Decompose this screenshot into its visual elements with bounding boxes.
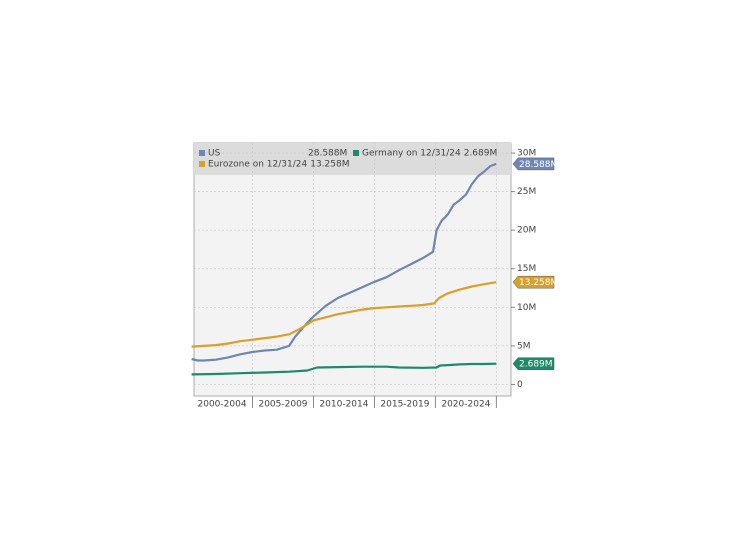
- legend-value: 2.689M: [464, 149, 498, 159]
- x-tick-label: 2000-2004: [198, 400, 247, 410]
- series-line: [191, 362, 497, 376]
- y-tick-label: 25M: [517, 187, 536, 197]
- y-tick-label: 10M: [517, 303, 536, 313]
- legend-label: Eurozone on 12/31/24: [208, 160, 307, 170]
- end-tag-label: 2.689M: [519, 360, 553, 370]
- end-tag-shape: [512, 357, 555, 370]
- legend-box: [194, 143, 511, 175]
- y-tick-label: 0: [517, 380, 523, 390]
- y-tick-label: 5M: [517, 341, 531, 351]
- x-tick-label: 2015-2019: [380, 400, 429, 410]
- end-tag-shape: [512, 157, 555, 171]
- legend-swatch: [199, 150, 205, 156]
- end-tag-label: 28.588M: [519, 160, 558, 170]
- x-tick-label: 2020-2024: [441, 400, 490, 410]
- y-tick-label: 30M: [517, 149, 536, 159]
- x-tick-label: 2005-2009: [258, 400, 307, 410]
- end-tag-label: 13.258M: [519, 278, 558, 288]
- legend-swatch: [353, 150, 359, 156]
- end-tag: 13.258M: [512, 275, 558, 289]
- series-line: [191, 281, 497, 348]
- end-tag: 2.689M: [512, 357, 555, 370]
- series-line: [191, 162, 497, 362]
- end-tag: 28.588M: [512, 157, 558, 171]
- x-tick-label: 2010-2014: [319, 400, 368, 410]
- legend-label: Germany on 12/31/24: [362, 149, 461, 159]
- legend-value: 28.588M: [308, 149, 347, 159]
- y-tick-label: 20M: [517, 226, 536, 236]
- end-tag-shape: [512, 275, 555, 289]
- legend-value: 13.258M: [310, 160, 349, 170]
- plot-area: [193, 142, 512, 397]
- legend-swatch: [199, 161, 205, 167]
- y-tick-label: 15M: [517, 264, 536, 274]
- legend-label: US: [208, 149, 221, 159]
